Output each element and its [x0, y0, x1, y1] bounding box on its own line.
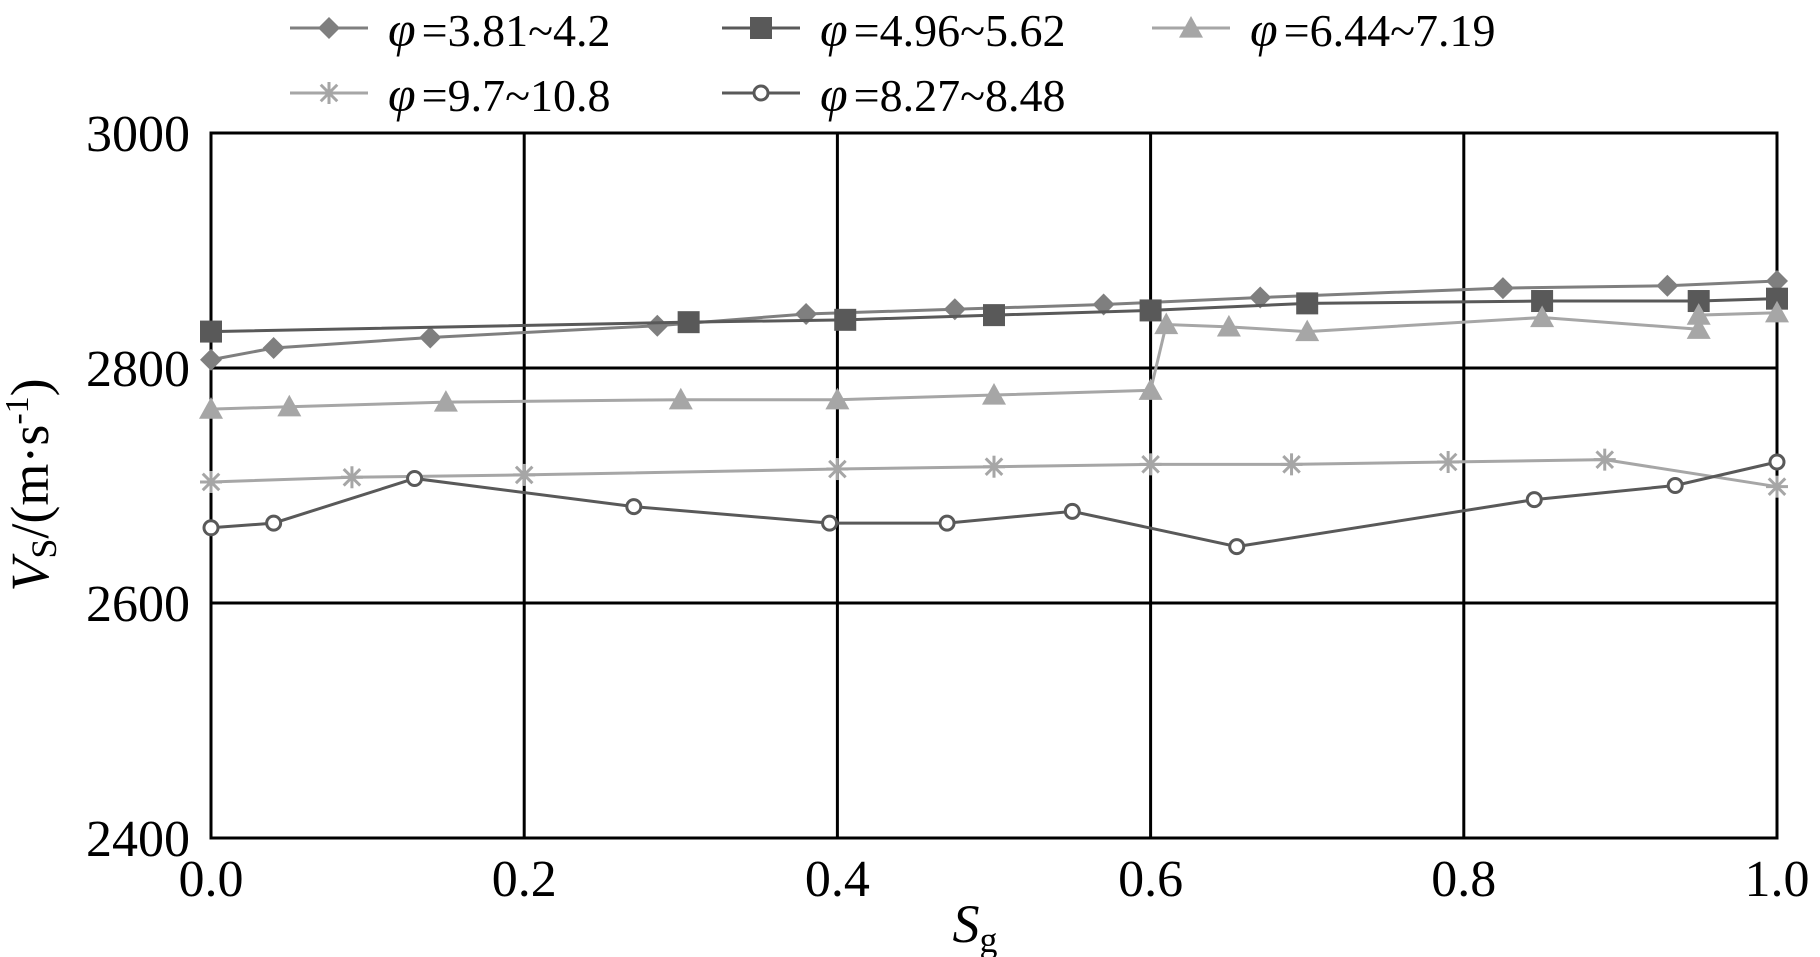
x-tick-label: 0.4 — [805, 851, 870, 908]
data-point — [1280, 453, 1303, 476]
data-point — [1593, 448, 1616, 471]
data-point — [1765, 300, 1789, 323]
series-star — [200, 448, 1788, 498]
data-point — [1766, 475, 1788, 498]
data-point — [199, 397, 223, 419]
data-point — [200, 470, 222, 493]
y-tick-label: 3000 — [86, 106, 190, 163]
series-line — [210, 311, 1778, 411]
legend-marker — [750, 17, 772, 39]
data-point — [1063, 502, 1081, 520]
data-point — [1139, 453, 1162, 476]
data-point — [825, 387, 850, 410]
data-point — [646, 314, 669, 337]
data-point — [826, 458, 849, 481]
y-axis-title: VS/(m·s-1) — [0, 378, 64, 591]
data-point — [1139, 299, 1162, 322]
x-tick-label: 0.8 — [1431, 851, 1496, 908]
data-point — [433, 390, 458, 412]
data-point — [1216, 314, 1241, 337]
data-point — [1531, 290, 1554, 313]
x-axis-title: Sg — [953, 894, 998, 957]
data-point — [1296, 292, 1319, 315]
data-point — [983, 304, 1005, 327]
data-point — [1437, 451, 1460, 473]
legend-item: φ =6.44~7.19 — [1152, 1, 1496, 57]
data-point — [1686, 317, 1711, 339]
legend-marker — [318, 17, 340, 39]
data-point — [983, 455, 1005, 478]
y-tick-label: 2800 — [86, 341, 190, 398]
legend: φ =3.81~4.2 φ =4.96~5.62 φ =6.44~7.19 φ =9.7~10… — [290, 1, 1496, 122]
y-tick-label: 2600 — [86, 576, 190, 633]
data-point — [1686, 303, 1711, 325]
data-point — [419, 326, 442, 349]
data-point — [1249, 286, 1272, 309]
grid — [209, 131, 1779, 840]
series-triangle — [199, 300, 1789, 419]
x-tick-label: 0.6 — [1118, 851, 1183, 908]
legend-item: φ =8.27~8.48 — [722, 66, 1066, 122]
data-point — [265, 514, 283, 532]
data-point — [1491, 277, 1514, 300]
data-point — [982, 383, 1006, 405]
x-tick-label: 1.0 — [1745, 851, 1810, 908]
legend-item: φ =9.7~10.8 — [290, 66, 611, 122]
data-point — [406, 469, 424, 487]
legend-item: φ =3.81~4.2 — [290, 1, 611, 57]
legend-marker — [1179, 16, 1203, 38]
legend-label: φ =8.27~8.48 — [820, 66, 1066, 122]
series-line — [210, 458, 1778, 489]
data-point — [834, 308, 857, 331]
series-square — [200, 287, 1788, 343]
data-point — [1530, 305, 1555, 328]
data-point — [1656, 274, 1679, 297]
legend-label: φ =4.96~5.62 — [820, 1, 1066, 57]
data-point — [668, 387, 693, 410]
data-point — [262, 337, 285, 360]
data-point — [1766, 287, 1788, 310]
series-diamond — [200, 270, 1788, 371]
data-point — [277, 394, 302, 417]
x-tick-label: 0.2 — [492, 851, 557, 908]
data-point — [1154, 312, 1179, 335]
data-point — [1768, 453, 1786, 471]
data-point — [1666, 477, 1684, 494]
axis-labels: 0.0 0.2 0.4 0.6 0.8 1.0 2400 2600 2800 3000 — [86, 106, 1810, 908]
data-point — [1766, 270, 1788, 293]
data-point — [1525, 491, 1543, 509]
data-point — [1092, 293, 1115, 316]
data-point — [677, 311, 700, 334]
data-point — [1228, 538, 1246, 556]
y-tick-label: 2400 — [86, 811, 190, 868]
data-point — [938, 514, 956, 532]
legend-marker — [318, 82, 340, 104]
plot-border — [209, 131, 1779, 840]
x-tick-label: 0.0 — [179, 851, 244, 908]
data-point — [821, 514, 839, 532]
data-point — [200, 348, 222, 371]
series-circle — [202, 453, 1786, 556]
data-point — [202, 519, 220, 537]
legend-marker — [752, 84, 770, 102]
data-point — [625, 498, 643, 516]
data-point — [513, 463, 536, 486]
data-point — [1295, 319, 1320, 342]
legend-label: φ =3.81~4.2 — [388, 1, 611, 57]
legend-item: φ =4.96~5.62 — [722, 1, 1066, 57]
legend-label: φ =6.44~7.19 — [1250, 1, 1496, 57]
data-point — [1138, 378, 1163, 400]
legend-label: φ =9.7~10.8 — [388, 66, 611, 122]
data-point — [340, 466, 363, 489]
series-layer — [199, 270, 1789, 556]
data-point — [200, 320, 222, 343]
data-point — [1687, 290, 1710, 313]
